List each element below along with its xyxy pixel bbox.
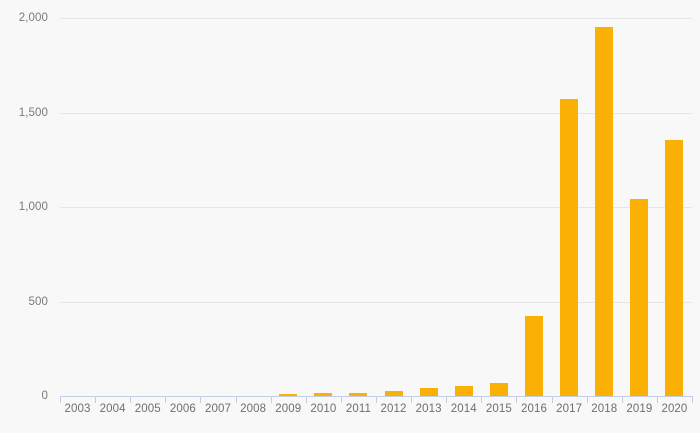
bar[interactable] xyxy=(489,382,508,396)
x-axis-tick-label: 2005 xyxy=(134,403,161,415)
bar-group[interactable] xyxy=(60,0,95,433)
bar-group[interactable] xyxy=(481,0,516,433)
x-axis-tick xyxy=(340,396,342,403)
x-axis-tick-label: 2010 xyxy=(310,403,337,415)
bar[interactable] xyxy=(595,26,614,396)
bar[interactable] xyxy=(419,388,438,396)
x-axis-tick xyxy=(376,396,377,403)
x-axis-tick xyxy=(516,396,518,403)
x-axis-tick-label: 2014 xyxy=(450,403,477,415)
bar-group[interactable] xyxy=(271,0,306,433)
x-axis-tick xyxy=(411,396,413,403)
x-axis-tick-label: 2006 xyxy=(169,403,196,415)
x-axis-tick xyxy=(656,396,658,403)
x-axis-tick-label: 2020 xyxy=(661,403,688,415)
bar-group[interactable] xyxy=(95,0,130,433)
x-axis-tick xyxy=(200,396,202,403)
bar-group[interactable] xyxy=(200,0,235,433)
bars-layer xyxy=(60,0,692,433)
bar-group[interactable] xyxy=(552,0,587,433)
bar-group[interactable] xyxy=(236,0,271,433)
x-axis-tick xyxy=(446,396,448,403)
bar[interactable] xyxy=(524,315,543,396)
x-axis-tick xyxy=(60,396,61,403)
x-axis-tick-label: 2016 xyxy=(521,403,547,415)
gridline xyxy=(60,207,692,208)
bar[interactable] xyxy=(560,99,579,396)
x-axis-tick xyxy=(270,396,272,403)
y-axis: 0 500 1,000 1,500 2,000 xyxy=(0,0,48,433)
plot-area xyxy=(60,18,692,396)
bar-group[interactable] xyxy=(165,0,200,433)
bar[interactable] xyxy=(279,394,298,396)
gridline xyxy=(60,112,692,114)
x-axis-tick xyxy=(621,396,623,403)
x-axis-tick-label: 2003 xyxy=(64,403,91,415)
x-axis-tick-label: 2007 xyxy=(205,403,231,415)
y-axis-tick-label: 500 xyxy=(28,295,48,308)
bar-group[interactable] xyxy=(657,0,692,433)
x-axis-tick xyxy=(692,396,693,403)
x-axis-tick-label: 2017 xyxy=(556,403,583,415)
gridline xyxy=(60,301,692,303)
x-axis-tick-label: 2015 xyxy=(485,403,512,415)
bar[interactable] xyxy=(665,139,684,396)
gridline xyxy=(60,18,692,19)
x-axis-tick xyxy=(130,396,132,403)
y-axis-tick-label: 1,000 xyxy=(18,201,48,213)
bar[interactable] xyxy=(630,198,649,396)
bar-group[interactable] xyxy=(306,0,341,433)
x-axis-tick xyxy=(165,396,167,403)
bar-group[interactable] xyxy=(411,0,446,433)
bar[interactable] xyxy=(314,393,333,396)
x-axis-tick-label: 2013 xyxy=(415,403,442,415)
y-axis-tick-label: 0 xyxy=(41,390,48,402)
x-axis-tick-label: 2004 xyxy=(99,403,126,415)
x-axis-tick-label: 2011 xyxy=(345,403,372,415)
x-axis-tick xyxy=(481,396,483,403)
bar-group[interactable] xyxy=(130,0,165,433)
bar[interactable] xyxy=(454,386,473,396)
bar-group[interactable] xyxy=(587,0,622,433)
y-axis-tick-label: 2,000 xyxy=(18,12,48,24)
x-axis-tick xyxy=(551,396,553,403)
x-axis-tick-label: 2008 xyxy=(240,403,267,415)
bar[interactable] xyxy=(349,392,368,396)
x-axis-tick-label: 2009 xyxy=(275,403,302,415)
bar-group[interactable] xyxy=(516,0,551,433)
bar-group[interactable] xyxy=(446,0,481,433)
x-axis-tick xyxy=(95,396,97,403)
x-axis-tick-label: 2019 xyxy=(626,403,653,415)
x-axis-tick-label: 2018 xyxy=(591,403,618,415)
x-axis-tick-label: 2012 xyxy=(380,403,407,415)
x-axis-tick xyxy=(586,396,588,403)
bar-group[interactable] xyxy=(341,0,376,433)
y-axis-tick-label: 1,500 xyxy=(18,106,48,119)
x-axis-tick xyxy=(235,396,237,403)
bar[interactable] xyxy=(384,390,403,396)
bar-group[interactable] xyxy=(376,0,411,433)
x-axis-tick xyxy=(305,396,307,403)
bar-group[interactable] xyxy=(622,0,657,433)
